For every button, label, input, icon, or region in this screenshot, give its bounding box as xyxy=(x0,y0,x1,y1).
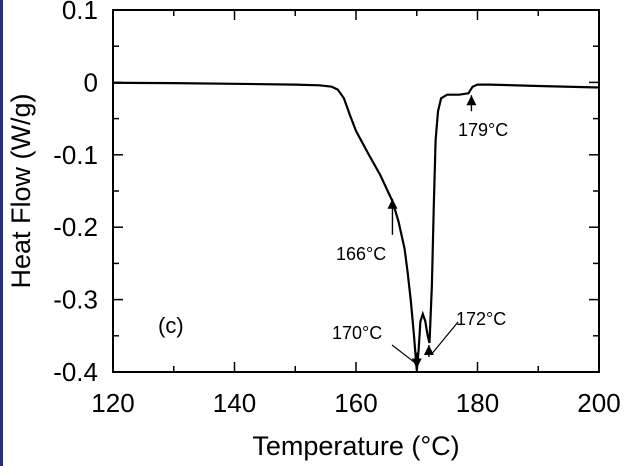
annotation-leader xyxy=(430,321,459,356)
annotation-arrowhead xyxy=(411,358,422,369)
annotation-arrowhead xyxy=(423,345,434,356)
y-tick-label: -0.4 xyxy=(53,357,98,387)
y-tick-label: 0.1 xyxy=(62,0,98,25)
y-tick-label: -0.1 xyxy=(53,140,98,170)
panel-label: (c) xyxy=(158,313,184,338)
annotation-label: 166°C xyxy=(336,244,386,264)
x-axis-title: Temperature (°C) xyxy=(252,431,459,461)
plot-frame xyxy=(112,9,600,373)
x-ticks xyxy=(112,10,600,372)
annotation-arrowhead xyxy=(387,198,398,209)
x-tick-label: 180 xyxy=(456,388,499,418)
y-tick-label: -0.3 xyxy=(53,285,98,315)
x-tick-label: 160 xyxy=(334,388,377,418)
annotations: 166°C 170°C 172°C 179°C xyxy=(332,95,508,369)
x-tick-label: 140 xyxy=(213,388,256,418)
x-tick-labels: 120 140 160 180 200 xyxy=(91,388,620,418)
annotation-label: 179°C xyxy=(458,120,508,140)
y-tick-label: 0 xyxy=(84,67,98,97)
y-axis-title: Heat Flow (W/g) xyxy=(6,93,36,288)
window-edge xyxy=(0,0,3,466)
x-tick-label: 200 xyxy=(577,388,620,418)
annotation-arrowhead xyxy=(466,95,477,106)
annotation-leader xyxy=(391,344,416,364)
y-tick-label: -0.2 xyxy=(53,212,98,242)
annotation-label: 172°C xyxy=(456,309,506,329)
y-tick-labels: 0.1 0 -0.1 -0.2 -0.3 -0.4 xyxy=(53,0,98,387)
plot-area xyxy=(112,9,600,373)
x-tick-label: 120 xyxy=(91,388,134,418)
y-ticks xyxy=(113,9,599,373)
annotation-label: 170°C xyxy=(332,323,382,343)
